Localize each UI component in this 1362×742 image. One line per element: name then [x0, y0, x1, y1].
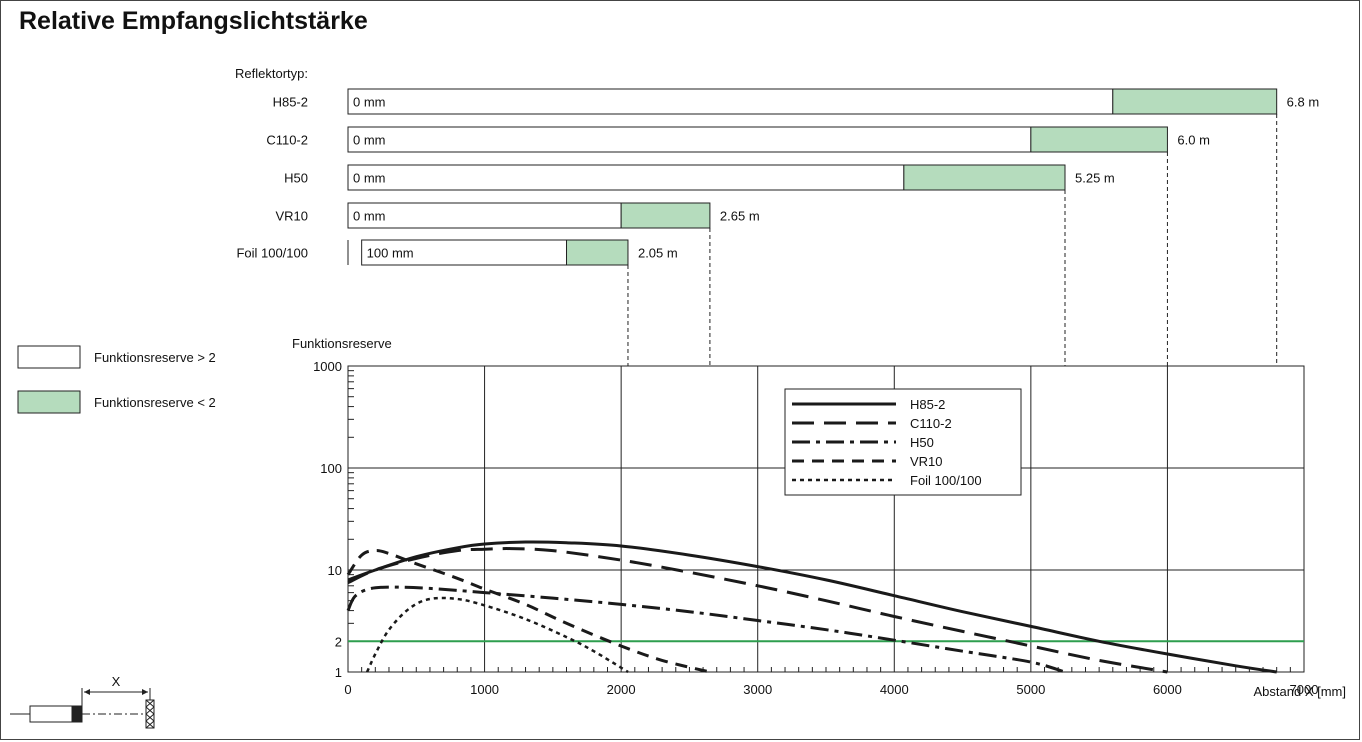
x-tick-label: 7000 — [1290, 682, 1319, 697]
legend-entry: H50 — [910, 435, 934, 450]
y-tick-label: 2 — [335, 634, 342, 649]
y-tick-label: 1 — [335, 665, 342, 680]
x-tick-label: 1000 — [470, 682, 499, 697]
range-bar-reserve-high — [347, 126, 1032, 153]
x-axis-title: Abstand X [mm] — [1254, 684, 1346, 699]
range-bar-reserve-low — [566, 239, 629, 266]
range-end-label: 2.05 m — [638, 246, 678, 261]
reflector-name: VR10 — [275, 209, 308, 224]
range-start-label: 0 mm — [353, 209, 386, 224]
series-line-h50 — [346, 585, 1066, 674]
range-bar-reserve-low — [1112, 88, 1278, 115]
range-end-label: 5.25 m — [1075, 171, 1115, 186]
legend-key-box — [17, 390, 81, 414]
sensor-diagram: X — [10, 674, 155, 729]
range-end-label: 6.0 m — [1177, 133, 1210, 148]
series-line-c110-2 — [347, 547, 1168, 674]
legend-key-box — [17, 345, 81, 369]
range-bar-reserve-low — [903, 164, 1066, 191]
range-bar-reserve-high — [347, 88, 1114, 115]
reflector-name: H85-2 — [273, 95, 308, 110]
page-title: Relative Empfangslichtstärke — [19, 7, 368, 35]
chart-plot: 0 1000 2000 3000 4000 5000 6000 7000 1 2 10 100 1000… — [292, 336, 1346, 699]
chart-legend: H85-2 C110-2 H50 VR10 Foil 100/100 — [784, 388, 1022, 496]
legend-boxes: Funktionsreserve > 2 Funktionsreserve < 2 — [17, 345, 216, 414]
dimension-arrow — [142, 689, 148, 695]
series-line-h85-2 — [347, 540, 1277, 674]
reflector-hatch — [145, 720, 155, 729]
legend-entry: H85-2 — [910, 397, 945, 412]
x-tick-label: 0 — [344, 682, 351, 697]
range-bar-reserve-high — [347, 202, 622, 229]
reflector-hatch — [145, 713, 155, 722]
x-tick-label: 4000 — [880, 682, 909, 697]
sensor-body — [29, 705, 73, 723]
reflector-bars: H85-2 0 mm 6.8 m C110-2 0 mm 6.0 m H50 0 mm 5.25… — [236, 88, 1320, 672]
range-start-label: 0 mm — [353, 133, 386, 148]
dimension-arrow — [84, 689, 90, 695]
range-end-label: 6.8 m — [1287, 95, 1320, 110]
range-bar-reserve-low — [620, 202, 711, 229]
range-start-label: 0 mm — [353, 95, 386, 110]
x-tick-label: 2000 — [607, 682, 636, 697]
reflector-name: C110-2 — [266, 133, 308, 148]
x-tick-label: 5000 — [1016, 682, 1045, 697]
y-tick-label: 100 — [320, 461, 342, 476]
legend-entry: Foil 100/100 — [910, 473, 982, 488]
range-bar-reserve-high — [361, 239, 568, 266]
legend-entry: VR10 — [910, 454, 943, 469]
x-tick-label: 3000 — [743, 682, 772, 697]
range-bar-reserve-high — [347, 164, 905, 191]
y-tick-label: 10 — [328, 563, 342, 578]
reflector-hatch — [145, 699, 155, 708]
legend-key-label: Funktionsreserve > 2 — [94, 350, 216, 365]
y-tick-label: 1000 — [313, 359, 342, 374]
series-line-vr10 — [346, 549, 711, 674]
reflector-name: Foil 100/100 — [236, 246, 308, 261]
chart-legend-box — [784, 388, 1022, 496]
range-start-label: 100 mm — [367, 246, 414, 261]
x-tick-label: 6000 — [1153, 682, 1182, 697]
range-bar-reserve-low — [1030, 126, 1168, 153]
legend-entry: C110-2 — [910, 416, 952, 431]
y-axis-title: Funktionsreserve — [292, 336, 392, 351]
reflector-hatch — [145, 706, 155, 715]
reflector-header: Reflektortyp: — [235, 66, 308, 81]
range-start-label: 0 mm — [353, 171, 386, 186]
legend-key-label: Funktionsreserve < 2 — [94, 395, 216, 410]
sensor-lens — [71, 705, 83, 723]
dimension-label: X — [112, 674, 121, 689]
range-end-label: 2.65 m — [720, 209, 760, 224]
reflector-name: H50 — [284, 171, 308, 186]
reflector-symbol — [145, 699, 155, 729]
